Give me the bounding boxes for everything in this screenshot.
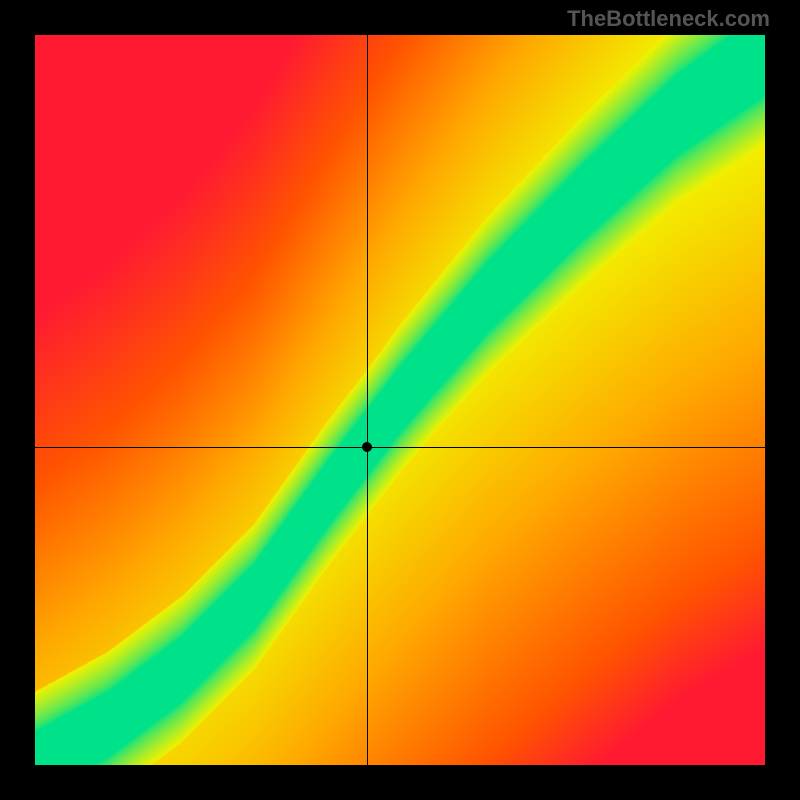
watermark-text: TheBottleneck.com (567, 6, 770, 32)
plot-area (35, 35, 765, 765)
heatmap-canvas (35, 35, 765, 765)
crosshair-horizontal (35, 447, 765, 448)
crosshair-marker (362, 442, 372, 452)
crosshair-vertical (367, 35, 368, 765)
